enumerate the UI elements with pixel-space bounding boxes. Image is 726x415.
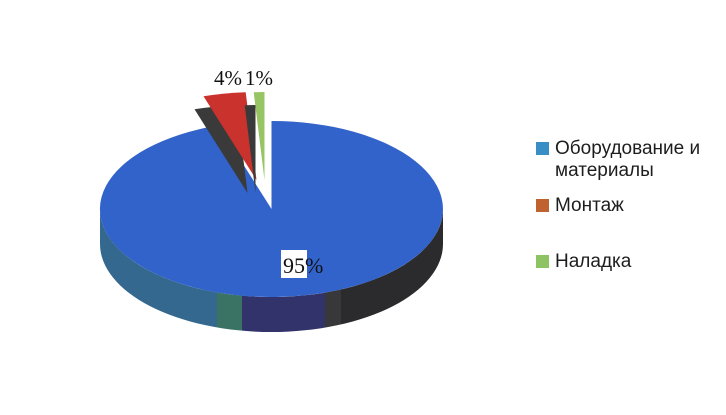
pie-percentage-label-0: 95%: [283, 253, 323, 278]
legend-label-montage: Монтаж: [555, 195, 624, 216]
legend-item-equipment: Оборудование и материалы: [536, 138, 722, 182]
pie-slice-2-side-shadow: [244, 105, 256, 193]
legend-swatch-naladka-icon: [536, 255, 549, 268]
legend-item-montage: Монтаж: [536, 195, 722, 217]
legend-item-naladka: Наладка: [536, 251, 722, 273]
legend-swatch-montage-icon: [536, 199, 549, 212]
legend-label-naladka: Наладка: [555, 251, 632, 272]
pie-slice-0: [99, 121, 443, 298]
pie-slice-2: [253, 92, 265, 180]
pie-slice-1: [203, 92, 257, 180]
pie-percentage-label-2: 1%: [245, 66, 273, 90]
pie-percentage-label-1: 4%: [214, 66, 242, 90]
legend-swatch-equipment-icon: [536, 142, 549, 155]
legend-label-equipment: Оборудование и материалы: [555, 138, 701, 181]
pie-label-background: [281, 250, 307, 278]
chart-legend: Оборудование и материалы Монтаж Наладка: [536, 138, 722, 273]
